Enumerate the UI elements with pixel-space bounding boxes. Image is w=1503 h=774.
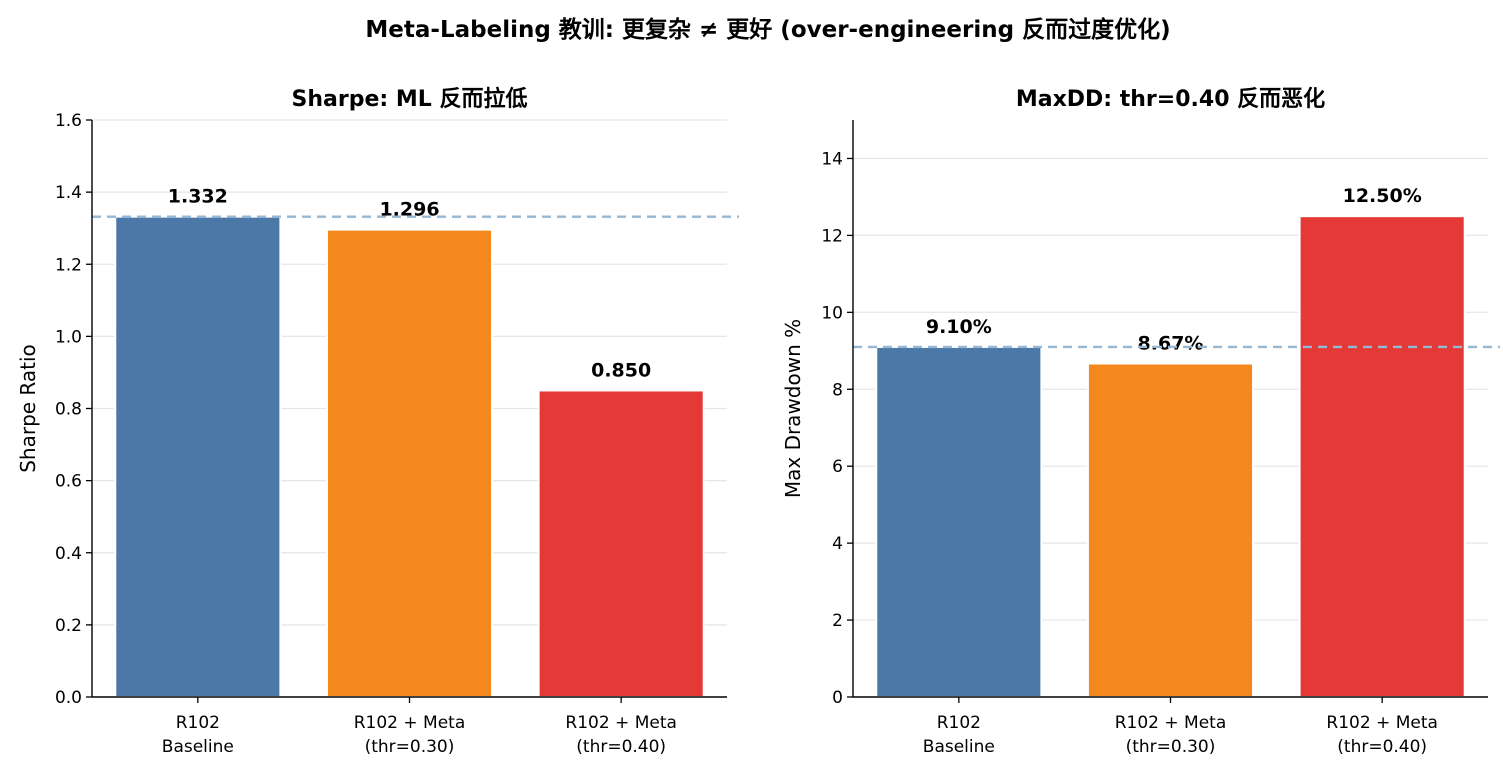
maxdd-bar <box>875 345 1043 698</box>
sharpe-ytick-label: 0.6 <box>55 472 82 492</box>
sharpe-bar <box>537 389 705 698</box>
maxdd-ytick-label: 8 <box>832 380 843 400</box>
maxdd-ytick-label: 2 <box>832 611 843 631</box>
maxdd-bar <box>1298 215 1466 699</box>
maxdd-value-label: 8.67% <box>1138 332 1204 354</box>
maxdd-bar <box>1086 362 1255 698</box>
maxdd-chart-panel: 0 2 4 6 8 10 12 14 9.10% R102 Baseline 8.67% R102 + … <box>781 86 1500 757</box>
sharpe-value-label: 1.332 <box>168 186 228 208</box>
sharpe-ytick-label: 1.4 <box>55 183 82 203</box>
maxdd-chart-title: MaxDD: thr=0.40 反而恶化 <box>1016 86 1325 112</box>
sharpe-ytick-label: 0.2 <box>55 616 82 636</box>
maxdd-category-label: R102 + Meta (thr=0.30) <box>1115 713 1227 757</box>
sharpe-ytick-label: 1.6 <box>55 111 82 131</box>
maxdd-value-label: 12.50% <box>1343 185 1422 207</box>
sharpe-value-label: 0.850 <box>591 359 651 381</box>
maxdd-ytick-label: 14 <box>821 149 843 169</box>
sharpe-ytick-label: 0.0 <box>55 688 82 708</box>
sharpe-value-label: 1.296 <box>379 199 439 221</box>
sharpe-ytick-label: 1.2 <box>55 255 82 275</box>
maxdd-value-label: 9.10% <box>926 316 992 338</box>
maxdd-category-label: R102 Baseline <box>923 713 995 757</box>
sharpe-chart-panel: 0.0 0.2 0.4 0.6 0.8 1.0 1.2 1.4 1.6 1.332 R102 Base… <box>16 86 739 757</box>
sharpe-chart-title: Sharpe: ML 反而拉低 <box>292 86 528 112</box>
sharpe-ytick-label: 0.8 <box>55 400 82 420</box>
maxdd-ytick-label: 0 <box>832 688 843 708</box>
sharpe-ytick-label: 1.0 <box>55 327 82 347</box>
maxdd-ytick-label: 10 <box>821 303 843 323</box>
sharpe-y-axis-label: Sharpe Ratio <box>16 344 40 473</box>
figure-suptitle: Meta-Labeling 教训: 更复杂 ≠ 更好 (over-enginee… <box>365 16 1170 43</box>
maxdd-ytick-label: 6 <box>832 457 843 477</box>
maxdd-ytick-label: 4 <box>832 534 843 554</box>
sharpe-category-label: R102 + Meta (thr=0.30) <box>354 713 466 757</box>
maxdd-category-label: R102 + Meta (thr=0.40) <box>1326 713 1438 757</box>
sharpe-bar <box>114 215 282 699</box>
sharpe-bar <box>325 228 494 698</box>
sharpe-category-label: R102 + Meta (thr=0.40) <box>565 713 677 757</box>
sharpe-category-label: R102 Baseline <box>162 713 234 757</box>
sharpe-ytick-label: 0.4 <box>55 544 82 564</box>
maxdd-ytick-label: 12 <box>821 226 843 246</box>
maxdd-y-axis-label: Max Drawdown % <box>781 319 805 498</box>
